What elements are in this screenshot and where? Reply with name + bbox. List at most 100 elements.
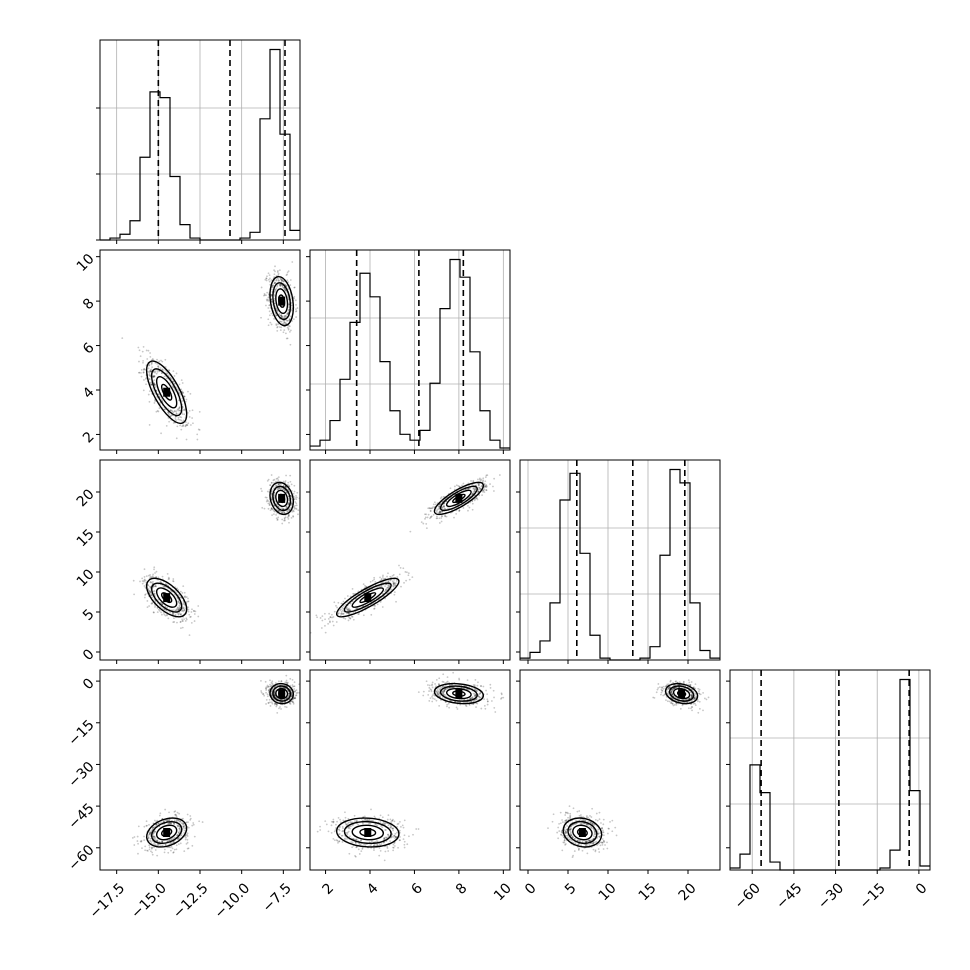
sample-point [341,830,344,833]
sample-point [584,820,587,822]
sample-point [281,285,284,288]
density-contour [433,481,485,516]
sample-point [178,608,181,610]
x-tick-label: 0 [913,880,931,898]
sample-point [289,677,292,680]
sample-point [270,294,273,296]
sample-point [189,817,192,820]
sample-point [176,818,179,821]
sample-point [381,826,384,829]
x-tick-label: −45 [773,880,805,912]
sample-point [276,285,279,288]
sample-point [169,822,172,824]
sample-point [394,835,397,838]
sample-point [270,498,273,501]
sample-point [400,585,402,588]
sample-point [169,822,172,825]
sample-point [270,288,273,291]
sample-point [269,484,271,487]
sample-point [148,605,151,607]
density-contour [335,817,400,848]
sample-point [564,832,567,835]
sample-point [260,691,263,694]
sample-point [356,838,358,841]
sample-point [182,409,185,411]
sample-point [338,826,341,829]
sample-point [670,701,673,704]
sample-point [269,683,271,686]
sample-point [471,696,474,698]
sample-point [286,279,289,282]
sample-point [152,834,154,837]
sample-point [153,399,156,402]
sample-point [193,620,196,622]
sample-point [154,830,157,833]
sample-point [177,831,180,834]
sample-point [442,685,444,688]
sample-point [349,617,352,620]
sample-point [372,820,374,822]
sample-point [277,270,279,272]
sample-point [705,698,708,701]
sample-point [458,509,461,512]
sample-point [174,814,177,816]
sample-point [265,304,267,307]
sample-point [176,811,179,814]
sample-point [329,616,332,619]
sample-point [430,689,433,691]
sample-point [472,684,475,686]
y-tick-label: −15 [65,717,97,749]
sample-point [571,836,574,839]
sample-point [390,825,393,828]
sample-point [392,827,395,830]
sample-point [183,850,186,853]
sample-point [397,822,400,825]
sample-point [332,616,335,618]
sample-point [436,691,439,694]
sample-point [154,386,157,388]
sample-point [154,383,156,386]
sample-point [428,686,431,689]
sample-point [585,815,588,817]
sample-point [445,688,447,691]
sample-point [316,616,318,619]
sample-point [141,580,144,582]
sample-point [181,413,184,415]
sample-point [143,379,145,381]
sample-point [661,689,663,692]
sample-point [389,818,392,821]
density-contour [445,687,472,700]
sample-point [568,838,571,841]
sample-point [578,847,580,850]
sample-point [149,591,152,594]
sample-point [458,677,460,680]
sample-point [294,310,297,313]
sample-point [264,687,267,690]
sample-point [273,693,276,696]
sample-point [181,610,183,612]
sample-point [175,815,178,818]
sample-point [284,485,287,488]
sample-point [493,696,495,699]
sample-point [278,283,281,286]
density-peak [278,296,286,306]
sample-point [270,300,273,303]
sample-point [277,323,279,326]
sample-point [304,485,306,487]
sample-point [475,694,477,696]
sample-point [358,613,360,615]
sample-point [281,507,284,510]
sample-point [336,839,339,842]
sample-point [342,829,344,832]
sample-point [186,813,189,816]
sample-point [286,510,289,513]
density-contour [275,288,289,315]
sample-point [178,602,181,605]
sample-point [355,846,358,849]
sample-point [340,612,342,615]
sample-point [673,703,676,706]
sample-point [588,839,590,842]
sample-point [153,375,155,378]
y-tick-label: 0 [80,646,98,664]
sample-point [484,476,487,479]
